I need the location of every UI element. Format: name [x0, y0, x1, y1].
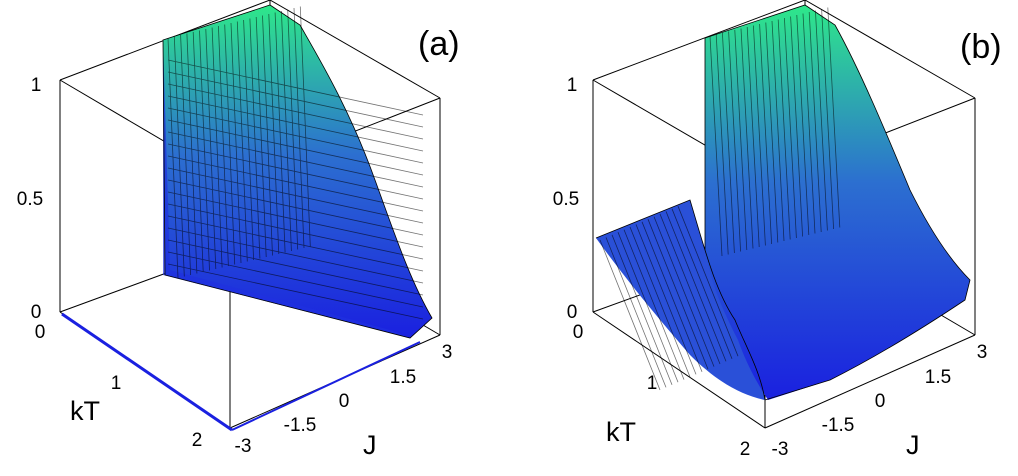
- panel-b: 1 0.5 0 0 1 2 -3 -1.5 0 1.5 3 kT J (b): [553, 0, 1002, 460]
- panel-a-z-tick: 1: [31, 75, 42, 96]
- panel-a-x-axis-label: J: [363, 430, 377, 460]
- panel-b-x-tick: -1.5: [822, 415, 855, 436]
- panel-a-y-tick: 0: [35, 322, 46, 343]
- panel-b-x-ticks: -3 -1.5 0 1.5 3: [772, 342, 988, 460]
- panel-b-surface: [595, 4, 971, 401]
- panel-a-surface: [162, 4, 433, 339]
- panel-b-y-tick: 1: [647, 373, 658, 394]
- panel-b-y-tick: 2: [740, 439, 751, 460]
- panel-a-y-axis-label: kT: [70, 396, 100, 426]
- panel-b-mesh: [599, 7, 841, 391]
- panel-a-x-tick: -3: [235, 436, 252, 457]
- panel-a-z-tick: 0.5: [17, 189, 43, 210]
- panel-b-z-tick: 0: [567, 302, 578, 323]
- panel-b-y-axis-label: kT: [606, 417, 636, 447]
- panel-b-x-axis-label: J: [906, 430, 920, 460]
- panel-b-x-tick: 0: [875, 391, 886, 412]
- panel-a-label: (a): [418, 25, 460, 63]
- panel-a: 1 0.5 0 0 1 2 -3 -1.5 0 1.5 3 kT J (a): [17, 0, 460, 460]
- panel-a-x-tick: -1.5: [284, 415, 317, 436]
- panel-b-z-tick: 0.5: [553, 189, 579, 210]
- panel-a-x-ticks: -3 -1.5 0 1.5 3: [235, 342, 453, 457]
- panel-b-label: (b): [960, 28, 1002, 66]
- panel-b-x-tick: 3: [977, 342, 988, 363]
- panel-a-z-ticks: 1 0.5 0: [17, 75, 43, 323]
- panel-b-z-ticks: 1 0.5 0: [553, 75, 579, 323]
- panel-a-x-tick: 1.5: [390, 367, 416, 388]
- panel-a-x-tick: 0: [339, 391, 350, 412]
- panel-b-x-tick: -3: [772, 439, 789, 460]
- panel-b-y-tick: 0: [573, 322, 584, 343]
- panel-a-y-tick: 1: [111, 373, 122, 394]
- panel-a-zero-edge: [61, 312, 233, 432]
- panel-a-z-tick: 0: [31, 302, 42, 323]
- panel-b-x-tick: 1.5: [925, 367, 951, 388]
- panel-a-y-tick: 2: [192, 430, 203, 451]
- panel-a-mesh: [167, 6, 424, 320]
- panel-a-x-tick: 3: [442, 342, 453, 363]
- panel-a-zero-edge-front: [231, 341, 421, 431]
- panel-b-y-ticks: 0 1 2: [573, 322, 751, 460]
- panel-b-z-tick: 1: [567, 75, 578, 96]
- panel-a-y-ticks: 0 1 2: [35, 322, 203, 451]
